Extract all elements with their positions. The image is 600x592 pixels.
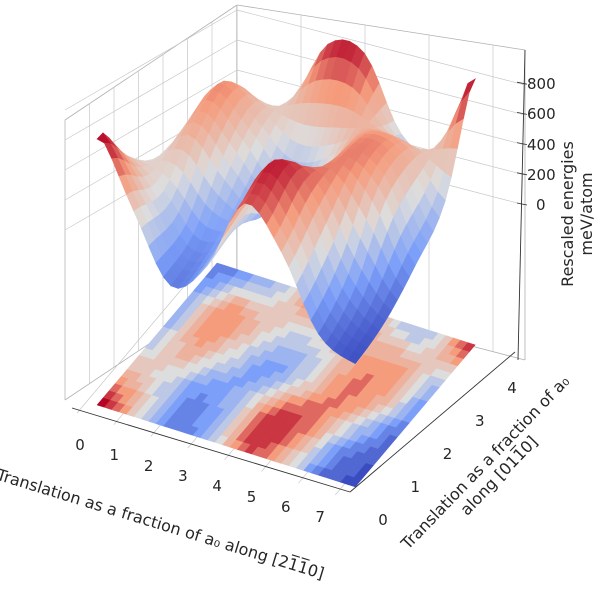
- z-tick-label: 600: [527, 105, 556, 124]
- x-tick-label: 6: [281, 497, 291, 516]
- z-axis-label-line2: meV/atom: [577, 172, 596, 256]
- x-tick-label: 4: [212, 477, 222, 496]
- pane-edge: [236, 4, 526, 51]
- z-axis-label: Rescaled energies meV/atom: [558, 114, 596, 314]
- z-tick-mark: [516, 142, 528, 145]
- z-tick-label: 400: [527, 135, 556, 154]
- z-tick-mark: [516, 172, 528, 176]
- z-tick-label: 0: [536, 196, 546, 214]
- z-gridline: [64, 39, 238, 141]
- surface-cell: [347, 351, 362, 364]
- z-tick-label: 200: [527, 165, 556, 184]
- x-tick-label: 0: [75, 436, 85, 454]
- floor-contour-cell: [347, 477, 362, 488]
- z-axis-label-line1: Rescaled energies: [558, 141, 577, 287]
- x-tick-label: 7: [315, 508, 325, 527]
- z-tick-label: 800: [527, 75, 556, 94]
- z-gridline: [236, 9, 526, 86]
- x-tick-label: 5: [246, 487, 257, 506]
- pane-edge: [64, 4, 238, 121]
- x-tick-label: 1: [109, 446, 120, 465]
- surface-cell: [461, 78, 476, 102]
- z-gridline: [64, 9, 238, 111]
- y-tick-label: 4: [507, 379, 517, 397]
- y-tick-label: 0: [378, 511, 388, 529]
- z-tick-mark: [516, 112, 528, 115]
- z-tick-mark: [516, 202, 528, 206]
- x-axis-line: [71, 407, 351, 493]
- y-tick-label: 2: [442, 445, 453, 463]
- y-tick-label: 1: [410, 478, 421, 496]
- z-gridline: [64, 69, 238, 171]
- x-tick-label: 2: [143, 456, 154, 475]
- y-tick-label: 3: [474, 412, 485, 430]
- x-tick-label: 3: [178, 466, 188, 485]
- z-axis-line: [517, 49, 526, 361]
- z-gridline: [236, 39, 526, 116]
- y-axis-line: [349, 351, 516, 493]
- z-tick-mark: [516, 81, 528, 85]
